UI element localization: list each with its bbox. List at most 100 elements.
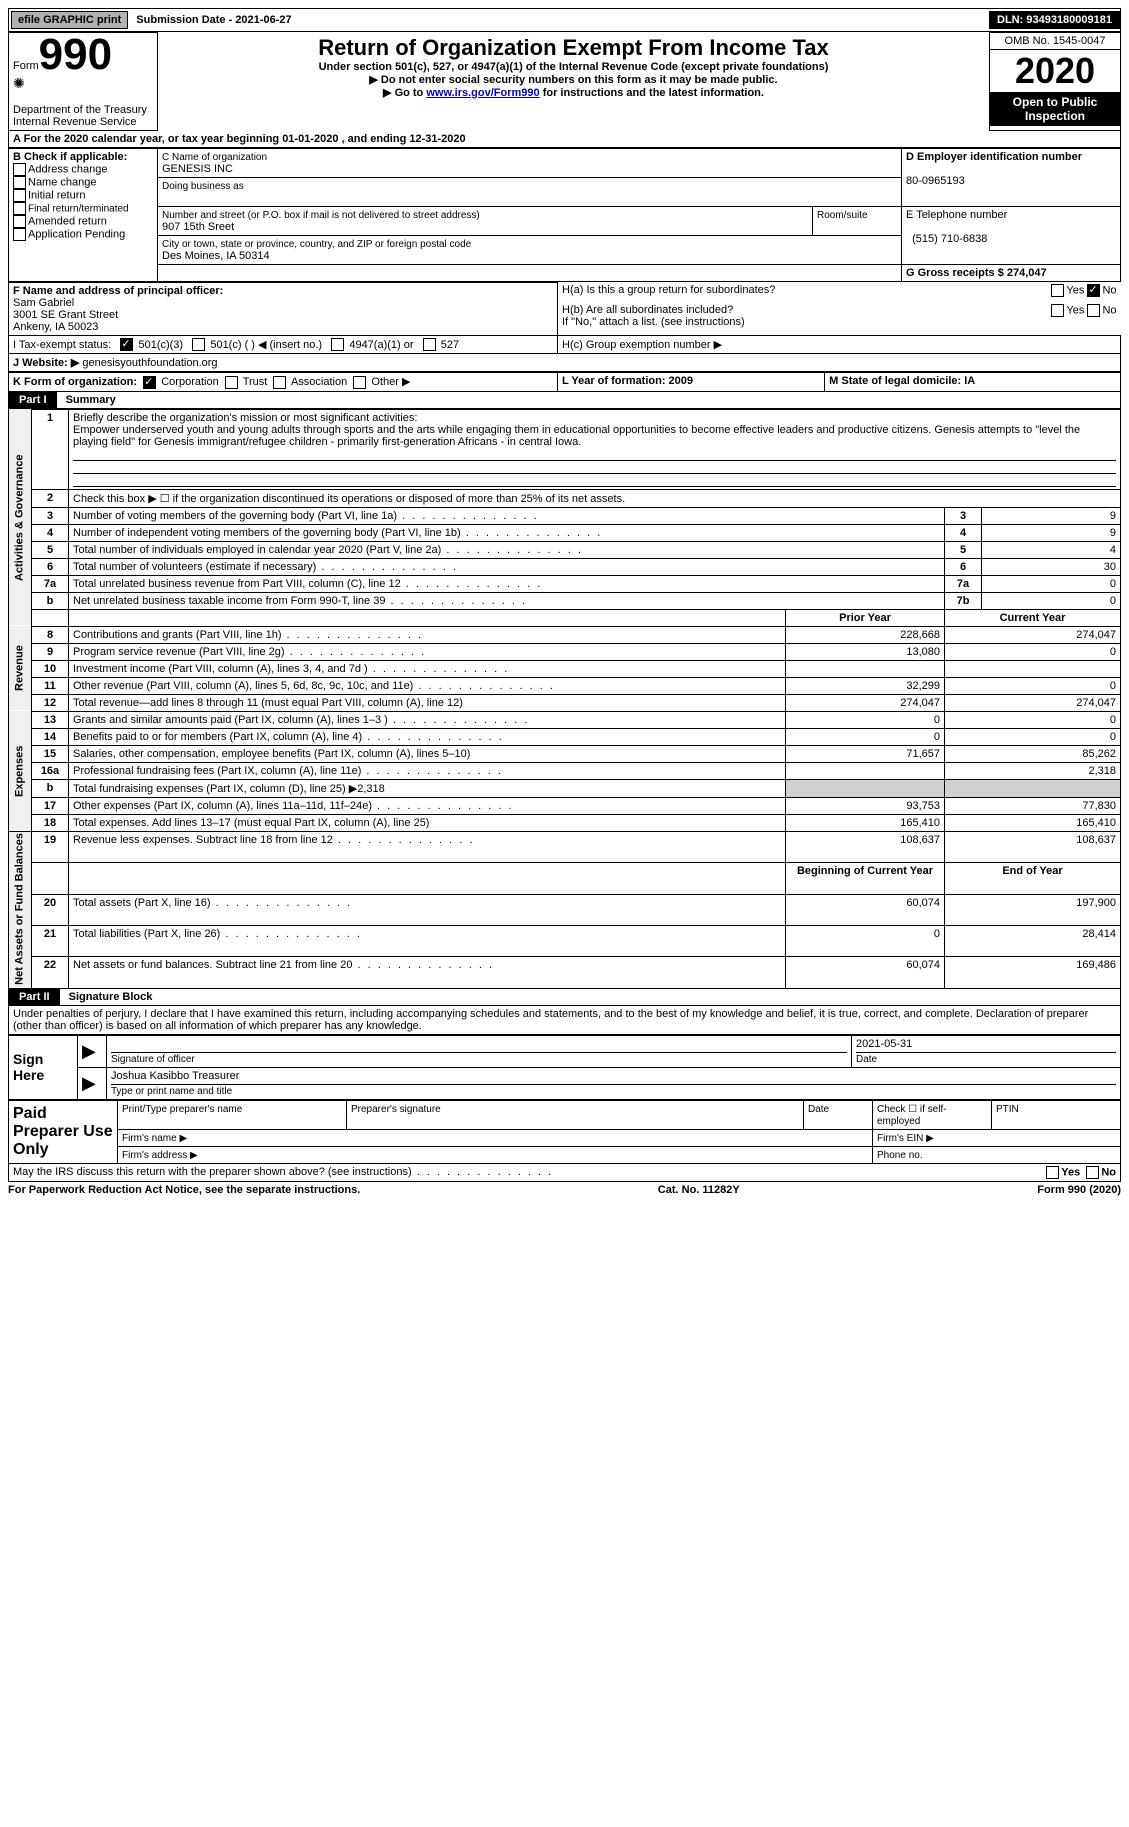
label-final-return: Final return/terminated	[28, 203, 129, 214]
name-title-label: Type or print name and title	[111, 1086, 232, 1097]
label-corp: Corporation	[161, 376, 218, 388]
box-f-label: F Name and address of principal officer:	[13, 285, 223, 297]
table-row: 20Total assets (Part X, line 16)60,07419…	[9, 894, 1121, 925]
officer-street: 3001 SE Grant Street	[13, 309, 118, 321]
omb-number: OMB No. 1545-0047	[990, 33, 1120, 50]
label-name-change: Name change	[28, 176, 97, 188]
table-row: 3Number of voting members of the governi…	[9, 507, 1121, 524]
col-begin: Beginning of Current Year	[786, 863, 945, 894]
note-ssn: Do not enter social security numbers on …	[162, 73, 985, 86]
prep-date-label: Date	[808, 1104, 829, 1115]
label-other: Other ▶	[371, 376, 410, 388]
check-corp[interactable]	[143, 376, 156, 389]
label-initial-return: Initial return	[28, 189, 85, 201]
check-527[interactable]	[423, 338, 436, 351]
note-goto-prefix: Go to	[383, 87, 426, 99]
part1-label: Part I	[9, 392, 57, 408]
table-row: 18Total expenses. Add lines 13–17 (must …	[9, 814, 1121, 831]
firm-name-label: Firm's name ▶	[122, 1133, 187, 1144]
box-l: L Year of formation: 2009	[562, 375, 693, 387]
h-b-no[interactable]	[1087, 304, 1100, 317]
street-label: Number and street (or P.O. box if mail i…	[162, 210, 480, 221]
sig-officer-label: Signature of officer	[111, 1054, 195, 1065]
discuss-text: May the IRS discuss this return with the…	[13, 1166, 1046, 1179]
officer-name: Sam Gabriel	[13, 297, 74, 309]
table-row: bTotal fundraising expenses (Part IX, co…	[9, 779, 1121, 797]
footer: For Paperwork Reduction Act Notice, see …	[8, 1182, 1121, 1196]
mission-text: Empower underserved youth and young adul…	[73, 424, 1080, 448]
check-501c[interactable]	[192, 338, 205, 351]
website-value: genesisyouthfoundation.org	[82, 357, 217, 369]
label-no: No	[1102, 285, 1116, 297]
label-trust: Trust	[243, 376, 268, 388]
check-other[interactable]	[353, 376, 366, 389]
prep-check-label: Check ☐ if self-employed	[877, 1104, 947, 1127]
label-app-pending: Application Pending	[28, 228, 125, 240]
box-i-label: I Tax-exempt status:	[13, 339, 111, 351]
irs-label: Internal Revenue Service	[13, 116, 137, 128]
check-assoc[interactable]	[273, 376, 286, 389]
h-b-yes[interactable]	[1051, 304, 1064, 317]
label-amended-return: Amended return	[28, 215, 107, 227]
box-c-name-label: C Name of organization	[162, 152, 267, 163]
sig-date: 2021-05-31	[856, 1038, 1116, 1053]
label-no-2: No	[1102, 304, 1116, 316]
vlabel-ag: Activities & Governance	[9, 409, 32, 626]
check-app-pending[interactable]	[13, 228, 26, 241]
table-row: 6Total number of volunteers (estimate if…	[9, 558, 1121, 575]
irs-form990-link[interactable]: www.irs.gov/Form990	[426, 87, 539, 99]
h-a-yes[interactable]	[1051, 284, 1064, 297]
city-label: City or town, state or province, country…	[162, 239, 471, 250]
paid-preparer-label: Paid Preparer Use Only	[9, 1100, 118, 1163]
sign-here-label: Sign Here	[9, 1035, 78, 1099]
form-header: Form990 ✺ Department of the Treasury Int…	[8, 32, 1121, 131]
check-501c3[interactable]	[120, 338, 133, 351]
part1-title: Summary	[60, 392, 122, 408]
table-row: 5Total number of individuals employed in…	[9, 541, 1121, 558]
label-no-3: No	[1101, 1166, 1116, 1178]
form-subtitle: Under section 501(c), 527, or 4947(a)(1)…	[162, 61, 985, 73]
room-label: Room/suite	[817, 210, 868, 221]
discuss-yes[interactable]	[1046, 1166, 1059, 1179]
ein-value: 80-0965193	[906, 175, 965, 187]
cat-no: Cat. No. 11282Y	[658, 1184, 740, 1196]
part2-label: Part II	[9, 989, 60, 1005]
h-b-note: If "No," attach a list. (see instruction…	[562, 316, 745, 328]
table-row: bNet unrelated business taxable income f…	[9, 592, 1121, 609]
col-prior: Prior Year	[786, 609, 945, 626]
label-501c3: 501(c)(3)	[138, 339, 183, 351]
perjury-text: Under penalties of perjury, I declare th…	[8, 1006, 1121, 1035]
name-title-value: Joshua Kasibbo Treasurer	[111, 1070, 1116, 1085]
sign-here-table: Sign Here ▶ Signature of officer 2021-05…	[8, 1035, 1121, 1100]
form-label: Form	[13, 60, 39, 72]
paid-preparer-table: Paid Preparer Use Only Print/Type prepar…	[8, 1100, 1121, 1164]
box-j-label: J Website: ▶	[13, 357, 79, 369]
check-4947[interactable]	[331, 338, 344, 351]
form-footer: Form 990 (2020)	[1037, 1184, 1121, 1196]
box-m: M State of legal domicile: IA	[829, 375, 975, 387]
check-amended-return[interactable]	[13, 215, 26, 228]
check-name-change[interactable]	[13, 176, 26, 189]
box-d-label: D Employer identification number	[906, 151, 1082, 163]
open-to-public: Open to Public Inspection	[990, 92, 1120, 126]
ptin-label: PTIN	[996, 1104, 1019, 1115]
org-name: GENESIS INC	[162, 163, 233, 175]
h-c-label: H(c) Group exemption number ▶	[562, 339, 722, 351]
box-g-label: G Gross receipts $ 274,047	[906, 267, 1047, 279]
efile-print-button[interactable]: efile GRAPHIC print	[11, 11, 128, 29]
check-trust[interactable]	[225, 376, 238, 389]
dln: DLN: 93493180009181	[989, 11, 1120, 29]
discuss-no[interactable]	[1086, 1166, 1099, 1179]
tax-year: 2020	[990, 50, 1120, 92]
col-current: Current Year	[945, 609, 1121, 626]
table-row: 11Other revenue (Part VIII, column (A), …	[9, 677, 1121, 694]
label-4947: 4947(a)(1) or	[349, 339, 413, 351]
note-goto-suffix: for instructions and the latest informat…	[540, 87, 764, 99]
pra-notice: For Paperwork Reduction Act Notice, see …	[8, 1184, 360, 1196]
table-row: 9Program service revenue (Part VIII, lin…	[9, 643, 1121, 660]
form-number: 990	[39, 30, 112, 79]
check-address-change[interactable]	[13, 163, 26, 176]
check-initial-return[interactable]	[13, 189, 26, 202]
check-final-return[interactable]	[13, 202, 26, 215]
h-a-no[interactable]	[1087, 284, 1100, 297]
